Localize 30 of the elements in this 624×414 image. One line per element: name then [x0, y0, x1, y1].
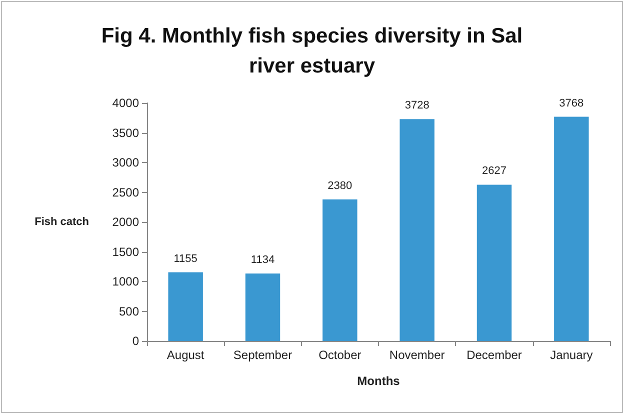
- data-label: 3768: [559, 97, 584, 110]
- y-tick-label: 1500: [112, 244, 140, 259]
- y-axis-title: Fish catch: [34, 216, 90, 228]
- bar: [476, 184, 512, 341]
- x-tick-label: November: [389, 348, 445, 362]
- y-tick-label: 3500: [112, 126, 140, 140]
- y-tick-label: 2000: [112, 215, 140, 229]
- x-tick-label: August: [166, 348, 205, 362]
- data-label: 1155: [174, 252, 198, 265]
- data-label: 2380: [328, 180, 352, 192]
- data-label: 2627: [482, 165, 506, 178]
- y-tick-label: 2500: [112, 185, 140, 200]
- bar: [322, 199, 358, 341]
- bar: [400, 119, 434, 341]
- y-tick-label: 3000: [112, 156, 140, 170]
- bar: [168, 272, 203, 341]
- bar: [245, 274, 280, 341]
- y-tick-label: 500: [118, 304, 140, 318]
- y-tick-label: 4000: [112, 96, 140, 110]
- x-tick-label: September: [233, 348, 292, 362]
- x-tick-label: January: [550, 348, 593, 362]
- y-tick-label: 0: [132, 334, 140, 348]
- bar: [554, 116, 589, 341]
- x-axis-title: Months: [357, 374, 400, 388]
- y-tick-label: 1000: [112, 274, 140, 288]
- chart-title: Fig 4. Monthly fish species diversity in Sal river estuary: [101, 24, 523, 78]
- x-tick-label: December: [466, 348, 522, 362]
- data-label: 3728: [404, 100, 430, 112]
- x-tick-label: October: [318, 348, 362, 362]
- data-label: 1134: [250, 254, 275, 266]
